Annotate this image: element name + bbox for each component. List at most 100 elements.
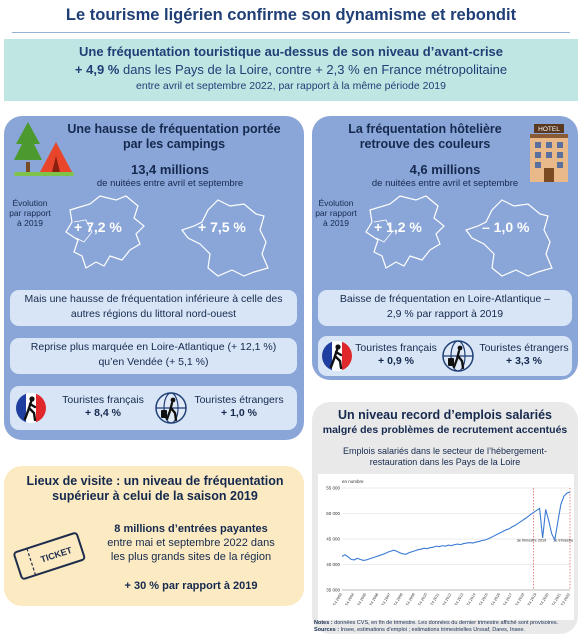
campings-tourists-box	[10, 386, 297, 430]
x-tick-label: T4 2005	[357, 593, 367, 607]
emplois-title: Un niveau record d’emplois salariés malg…	[314, 408, 576, 438]
evo-line2: par rapport	[9, 208, 51, 218]
page-title: Le tourisme ligérien confirme son dynami…	[65, 6, 517, 24]
x-tick-label: T4 2018	[515, 593, 525, 607]
y-tick-label: 40 000	[326, 562, 340, 567]
france-map-icon	[465, 199, 553, 277]
ticket-text: TICKET	[39, 545, 73, 565]
banner-period: entre avril et septembre 2022, par rappo…	[136, 80, 446, 92]
employment-series-line	[341, 491, 571, 561]
campings-departments-text: Reprise plus marquée en Loire-Atlantique…	[30, 341, 277, 368]
x-tick-label: T4 2014	[466, 593, 476, 607]
campings-title: Une hausse de fréquentation portée par l…	[54, 122, 294, 152]
chart-notes: Notes : données CVS, en fin de trimestre…	[314, 620, 578, 634]
visits-title-line1: Lieux de visite : un niveau de fréquenta…	[26, 474, 284, 488]
hotels-foreign-tourists: Touristes étrangers + 3,3 %	[474, 342, 574, 368]
chart-area: en nombre 35 000 40 000 45 000 50 000 55 000 T…	[318, 474, 582, 620]
campings-foreign-tourists: Touristes étrangers + 1,0 %	[186, 394, 292, 420]
hotels-foreign-value: + 3,3 %	[506, 355, 542, 367]
france-map-icon	[181, 199, 269, 277]
hotels-france-pct: – 1,0 %	[482, 219, 530, 235]
hotels-french-value: + 0,9 %	[378, 355, 414, 367]
banner-stat: + 4,9 % dans les Pays de la Loire, contr…	[4, 62, 578, 77]
globe-traveler-icon	[155, 392, 187, 424]
x-tick-label: T4 2020	[539, 593, 549, 607]
x-tick-label: T4 2010	[418, 593, 428, 607]
campings-region-pct: + 7,2 %	[74, 219, 122, 235]
x-tick-label: T4 2003	[332, 593, 342, 607]
french-flag-walker-icon	[16, 393, 46, 423]
x-tick-label: T4 2004	[345, 593, 355, 607]
french-flag-walker-icon	[322, 341, 352, 371]
chart-title-line2: restauration dans les Pays de la Loire	[369, 457, 521, 467]
notes-text: données CVS, en fin de trimestre. Les do…	[334, 620, 559, 626]
campings-nights: 13,4 millions	[130, 162, 210, 177]
x-tick-label: T4 2006	[369, 593, 379, 607]
hotels-loire-atlantique-text: Baisse de fréquentation en Loire-Atlanti…	[339, 293, 551, 320]
hotels-french-label: Touristes français	[355, 342, 437, 354]
chart-title: Emplois salariés dans le secteur de l’hé…	[314, 446, 576, 468]
emplois-title-line1: Un niveau record d’emplois salariés	[338, 408, 552, 422]
x-tick-label: T4 2012	[442, 593, 452, 607]
annotation-label: 3e trimestre 2019	[517, 539, 547, 543]
x-tick-label: T4 2013	[454, 593, 464, 607]
hotels-region-pct: + 1,2 %	[374, 219, 422, 235]
x-tick-label: T4 2016	[491, 593, 501, 607]
x-tick-label: T4 2011	[430, 593, 440, 607]
hotels-nights: 4,6 millions	[409, 162, 481, 177]
x-tick-label: T4 2021	[551, 593, 561, 607]
visits-title-line2: supérieur à celui de la saison 2019	[52, 489, 258, 503]
y-tick-label: 35 000	[326, 588, 340, 593]
hotels-loire-atlantique-box: Baisse de fréquentation en Loire-Atlanti…	[318, 290, 572, 326]
evo-line3: à 2019	[323, 218, 349, 228]
campings-french-label: Touristes français	[62, 394, 144, 406]
hotels-foreign-label: Touristes étrangers	[479, 342, 569, 354]
y-tick-label: 45 000	[326, 537, 340, 542]
hotels-french-tourists: Touristes français + 0,9 %	[352, 342, 440, 368]
globe-traveler-icon	[442, 340, 474, 372]
hotels-nights-label: de nuitées entre avril et septembre	[371, 178, 519, 189]
y-tick-label: 50 000	[326, 511, 340, 516]
x-tick-label: T3 2022	[560, 593, 570, 607]
x-tick-label: T4 2017	[503, 593, 513, 607]
visits-body-line3: les plus grands sites de la région	[110, 551, 272, 563]
campings-evolution-label: Évolution par rapport à 2019	[8, 198, 52, 228]
visits-body: 8 millions d’entrées payantes entre mai …	[86, 522, 296, 564]
visits-pct: + 30 % par rapport à 2019	[124, 580, 258, 592]
emplois-title-line2: malgré des problèmes de recrutement acce…	[322, 424, 568, 436]
banner-stat-text: dans les Pays de la Loire, contre + 2,3 …	[119, 62, 508, 77]
sources-label: Sources :	[314, 627, 340, 633]
hotels-evolution-label: Évolution par rapport à 2019	[314, 198, 358, 228]
evo-line3: à 2019	[17, 218, 43, 228]
campings-littoral-box: Mais une hausse de fréquentation inférie…	[10, 290, 297, 326]
tent-icon	[14, 122, 74, 176]
annotation-label: 3e trimestre 2022	[553, 539, 574, 543]
sources-text: Insee, estimations d’emploi ; estimation…	[340, 627, 525, 633]
visits-body-line1: 8 millions d’entrées payantes	[114, 523, 268, 535]
x-tick-label: T4 2019	[527, 593, 537, 607]
evo-line1: Évolution	[12, 198, 48, 208]
x-tick-label: T4 2015	[478, 593, 488, 607]
y-tick-label: 55 000	[326, 486, 340, 491]
campings-foreign-value: + 1,0 %	[221, 407, 257, 419]
campings-france-pct: + 7,5 %	[198, 219, 246, 235]
visits-body-line2: entre mai et septembre 2022 dans	[107, 537, 275, 549]
visits-panel	[4, 466, 304, 606]
banner-headline: Une fréquentation touristique au-dessus …	[78, 44, 504, 59]
pays-de-la-loire-map-icon	[365, 195, 445, 269]
campings-departments-box: Reprise plus marquée en Loire-Atlantique…	[10, 338, 297, 374]
title-divider	[12, 32, 570, 33]
chart-title-line1: Emplois salariés dans le secteur de l’hé…	[342, 446, 548, 456]
campings-french-tourists: Touristes français + 8,4 %	[48, 394, 158, 420]
campings-littoral-text: Mais une hausse de fréquentation inférie…	[24, 293, 283, 320]
evo-line1: Évolution	[318, 198, 354, 208]
employment-line-chart: en nombre 35 000 40 000 45 000 50 000 55 000 T…	[326, 479, 582, 607]
ticket-icon: TICKET	[13, 532, 86, 580]
campings-title-line2: par les campings	[122, 137, 226, 151]
campings-nights-label: de nuitées entre avril et septembre	[96, 178, 244, 189]
notes-label: Notes :	[314, 620, 333, 626]
campings-foreign-label: Touristes étrangers	[194, 394, 284, 406]
x-tick-label: T4 2008	[393, 593, 403, 607]
banner-stat-value: + 4,9 %	[74, 62, 120, 77]
x-tick-label: T4 2009	[405, 593, 415, 607]
